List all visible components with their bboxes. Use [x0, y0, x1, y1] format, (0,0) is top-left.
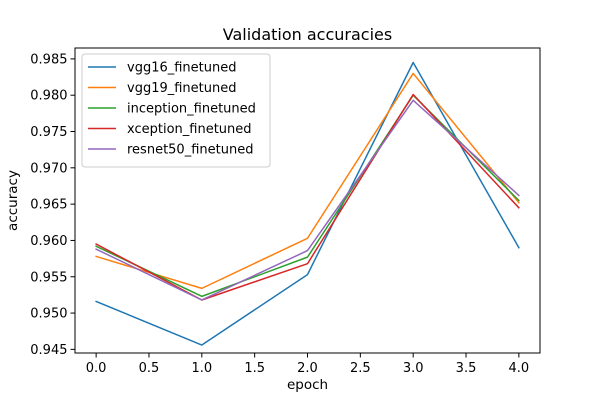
x-axis-ticks: 0.0 0.5 1.0 1.5 2.0 2.5 3.0 3.5 4.0 [86, 353, 529, 376]
x-tick-label: 0.0 [86, 361, 107, 376]
y-tick-label: 0.955 [30, 270, 67, 285]
legend-label-inception_finetuned: inception_finetuned [127, 102, 256, 117]
x-tick-label: 4.0 [509, 361, 530, 376]
x-axis-label: epoch [287, 377, 328, 393]
series-layer [95, 61, 520, 346]
x-tick-label: 1.0 [191, 361, 212, 376]
x-tick-label: 2.0 [297, 361, 318, 376]
legend-label-vgg16_finetuned: vgg16_finetuned [127, 61, 237, 76]
y-tick-label: 0.975 [30, 125, 67, 140]
series-line-vgg19_finetuned [95, 72, 520, 290]
y-tick-label: 0.985 [30, 52, 67, 67]
x-tick-label: 3.5 [456, 361, 477, 376]
legend-label-vgg19_finetuned: vgg19_finetuned [127, 81, 237, 96]
legend: vgg16_finetuned vgg19_finetuned inception_… [81, 53, 271, 168]
x-tick-label: 2.5 [350, 361, 371, 376]
y-tick-label: 0.950 [30, 307, 67, 322]
x-tick-label: 3.0 [403, 361, 424, 376]
legend-box [81, 53, 271, 168]
series-line-vgg16_finetuned [95, 61, 520, 346]
series-line-resnet50_finetuned [95, 99, 520, 301]
plot-frame [74, 47, 541, 354]
y-tick-label: 0.960 [30, 234, 67, 249]
series-line-inception_finetuned [95, 94, 520, 298]
y-tick-label: 0.945 [30, 343, 67, 358]
y-tick-label: 0.980 [30, 89, 67, 104]
x-tick-label: 0.5 [139, 361, 160, 376]
y-axis-ticks: 0.945 0.950 0.955 0.960 0.965 0.970 0.975 0.980… [30, 52, 75, 358]
chart-title: Validation accuracies [223, 25, 392, 44]
y-tick-label: 0.970 [30, 161, 67, 176]
y-axis-label: accuracy [5, 170, 21, 231]
legend-label-resnet50_finetuned: resnet50_finetuned [127, 143, 253, 158]
x-tick-label: 1.5 [244, 361, 265, 376]
legend-label-xception_finetuned: xception_finetuned [127, 122, 252, 137]
y-tick-label: 0.965 [30, 198, 67, 213]
